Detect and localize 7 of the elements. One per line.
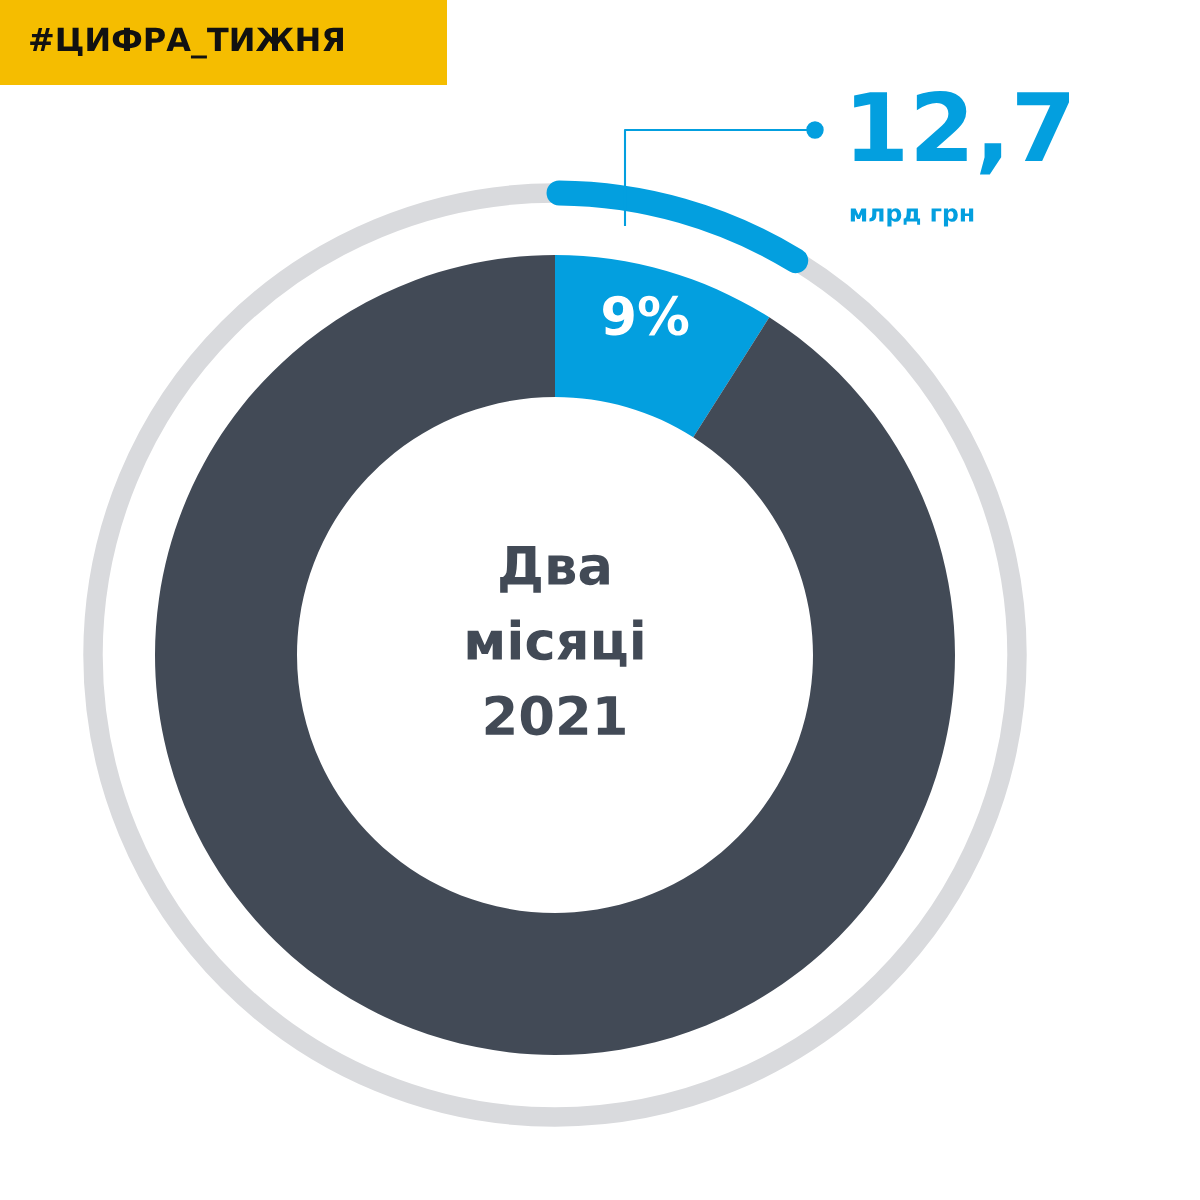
donut-slice — [155, 255, 955, 1055]
text: 12,7 — [854, 90, 1069, 175]
text: Два місяці 2021 — [467, 545, 643, 736]
donut-slice — [555, 255, 770, 438]
text: млрд грн — [850, 208, 974, 227]
chart-title: #ЦИФРА_ТИЖНЯ — [30, 27, 343, 59]
data-label: 9% — [603, 295, 689, 336]
